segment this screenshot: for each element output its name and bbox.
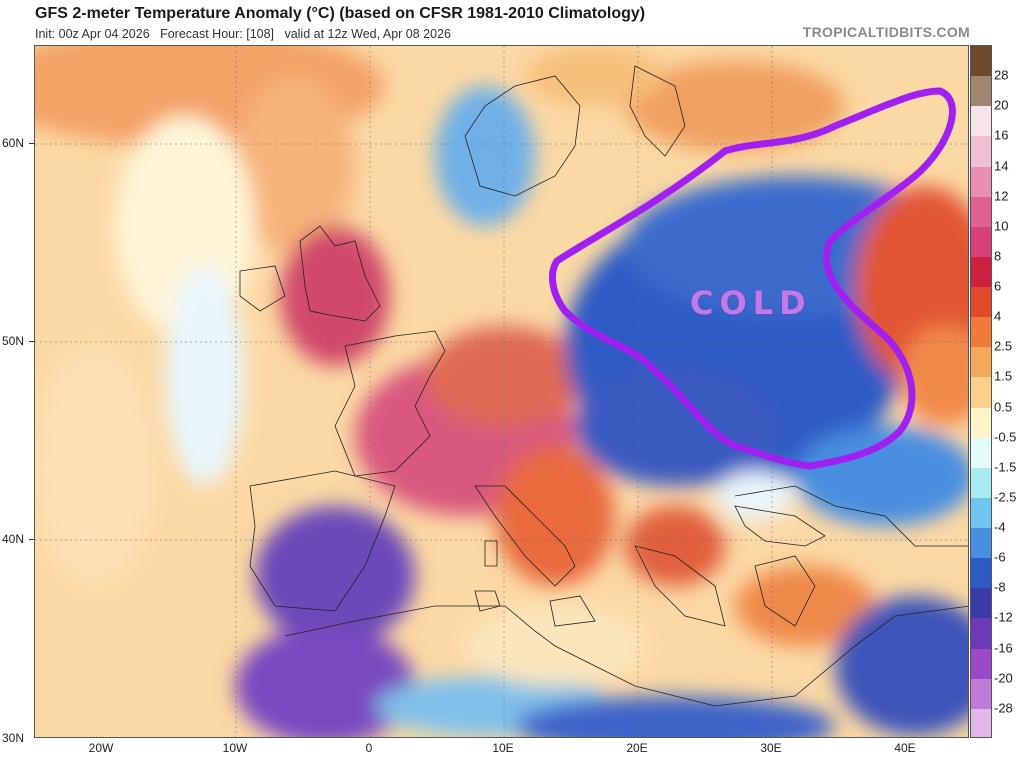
lat-tick — [29, 341, 34, 342]
lon-label-40e: 40E — [894, 741, 916, 755]
colorbar-segment — [971, 287, 991, 318]
colorbar-label: -0.5 — [994, 429, 1017, 445]
lat-label-40n: 40N — [2, 532, 25, 546]
colorbar-segment — [971, 528, 991, 559]
colorbar-segment — [971, 347, 991, 378]
colorbar-segment — [971, 106, 991, 137]
colorbar-label: 2.5 — [994, 338, 1013, 354]
colorbar-segment — [971, 317, 991, 348]
colorbar-segment — [971, 437, 991, 468]
colorbar-label: 16 — [994, 127, 1009, 143]
colorbar-segment — [971, 377, 991, 408]
colorbar-segment — [971, 618, 991, 649]
colorbar-label: 20 — [994, 97, 1009, 113]
colorbar-segment — [971, 226, 991, 257]
colorbar-segment — [971, 256, 991, 287]
lat-tick — [29, 539, 34, 540]
colorbar-label: 10 — [994, 218, 1009, 234]
colorbar-label: -8 — [994, 579, 1006, 595]
lat-label-50n: 50N — [2, 334, 25, 348]
map-canvas — [35, 46, 968, 737]
lon-label-30e: 30E — [760, 741, 782, 755]
colorbar-label: 14 — [994, 158, 1009, 174]
lat-tick — [29, 143, 34, 144]
colorbar-segment — [971, 467, 991, 498]
cold-annotation: COLD — [690, 284, 812, 322]
lat-label-60n: 60N — [2, 136, 25, 150]
colorbar-label: 28 — [994, 67, 1009, 83]
colorbar-label: -6 — [994, 549, 1006, 565]
map-title: GFS 2-meter Temperature Anomaly (°C) (ba… — [35, 5, 646, 22]
colorbar-label: 0.5 — [994, 399, 1013, 415]
colorbar-segment — [971, 166, 991, 197]
colorbar-segment — [971, 497, 991, 528]
colorbar — [970, 45, 992, 738]
colorbar-label: 4 — [994, 308, 1002, 324]
colorbar-label: -2.5 — [994, 489, 1017, 505]
colorbar-label: 8 — [994, 248, 1002, 264]
colorbar-segment — [971, 708, 991, 737]
colorbar-label: 1.5 — [994, 368, 1013, 384]
colorbar-segment — [971, 558, 991, 589]
colorbar-label: -28 — [994, 700, 1013, 716]
colorbar-label: -20 — [994, 670, 1013, 686]
colorbar-label: 6 — [994, 278, 1002, 294]
coastlines — [239, 65, 968, 707]
colorbar-label: -12 — [994, 609, 1013, 625]
colorbar-segment — [971, 136, 991, 167]
brand-watermark: TROPICALTIDBITS.COM — [802, 24, 970, 40]
lon-label-20e: 20E — [626, 741, 648, 755]
cold-contour — [549, 87, 956, 470]
lon-label-10e: 10E — [492, 741, 514, 755]
lon-label-10w: 10W — [222, 741, 248, 755]
colorbar-segment — [971, 588, 991, 619]
colorbar-segment — [971, 678, 991, 709]
colorbar-label: 12 — [994, 188, 1009, 204]
colorbar-label: -4 — [994, 519, 1006, 535]
lon-label-0: 0 — [365, 741, 373, 755]
lat-label-30n: 30N — [2, 731, 25, 745]
colorbar-segment — [971, 407, 991, 438]
anomaly-map: COLD — [34, 45, 969, 738]
map-subtitle: Init: 00z Apr 04 2026 Forecast Hour: [10… — [35, 27, 451, 41]
anomaly-field — [35, 46, 968, 737]
colorbar-segment — [971, 648, 991, 679]
colorbar-segment — [971, 46, 991, 77]
colorbar-label: -1.5 — [994, 459, 1017, 475]
lon-label-20w: 20W — [88, 741, 114, 755]
colorbar-label: -16 — [994, 640, 1013, 656]
graticule — [35, 46, 968, 737]
colorbar-segment — [971, 76, 991, 107]
colorbar-segment — [971, 196, 991, 227]
